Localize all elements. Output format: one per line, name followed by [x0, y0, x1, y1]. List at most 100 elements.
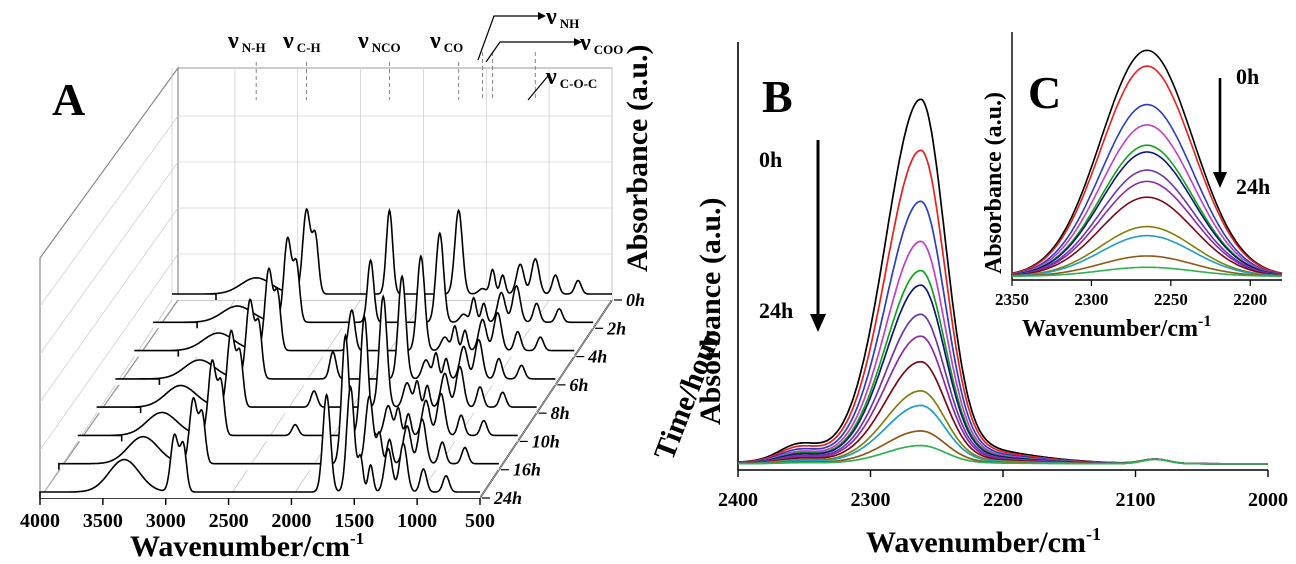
- panel-a-time-label: 2h: [606, 318, 626, 338]
- panel-a-annotation-symbol: ν: [282, 28, 294, 54]
- panel-b-ticks: 2400 2300 2200 2100 2000: [718, 470, 1288, 511]
- panel-b-xtick-label: 2100: [1116, 489, 1156, 511]
- panel-a-left-gridline: [39, 207, 179, 403]
- panel-c-series-line: [1011, 151, 1283, 276]
- panel-a-nh-arrow: [477, 15, 538, 61]
- panel-a-left-gridline: [39, 253, 179, 451]
- panel-b-arrow-end-label: 24h: [759, 298, 793, 323]
- panel-a-time-label: 24h: [493, 488, 522, 508]
- panel-b-series-line: [738, 335, 1268, 465]
- panel-a-xtick-label: 1500: [334, 510, 374, 532]
- panel-a-xtick-label: 3500: [83, 510, 123, 532]
- panel-a-back-wall: [177, 67, 613, 301]
- panel-a-annotation-sub: C-H: [297, 40, 321, 55]
- panel-a-annotation: ν COO: [579, 30, 623, 57]
- panel-c-xtick-label: 2200: [1233, 290, 1267, 309]
- panel-a-ticks: 4000 3500 3000 2500 2000 1500 1000 500: [20, 498, 495, 532]
- panel-a-trace: [96, 294, 537, 414]
- panel-a-annotation: ν NH: [545, 4, 579, 31]
- panel-b-xtick-label: 2300: [851, 489, 891, 511]
- panel-c-series-line: [1011, 124, 1283, 276]
- panel-a-xtick-label: 2500: [209, 510, 249, 532]
- panel-c-series-line: [1011, 234, 1283, 277]
- panel-c-series-line: [1011, 65, 1283, 275]
- panel-a-trace: [77, 314, 518, 442]
- panel-c-letter: C: [1028, 67, 1061, 118]
- panel-a-xtick-label: 1000: [397, 510, 437, 532]
- panel-c-ticks: 2350 2300 2250 2200: [995, 280, 1267, 309]
- panel-a-xlabel: Wavenumber/cm-1: [130, 529, 364, 563]
- panel-b-series-line: [738, 444, 1268, 465]
- panel-a-annotation-sub: N-H: [242, 40, 266, 55]
- panel-b-traces: [737, 98, 1268, 465]
- panel-c-series-line: [1012, 196, 1282, 276]
- panel-c-background: [970, 20, 1290, 348]
- panel-a-trace: [115, 274, 556, 385]
- panel-a-trace: [172, 207, 612, 300]
- panel-a-xtick-label: 2000: [271, 510, 311, 532]
- panel-a-nh-arrowhead: [538, 12, 546, 20]
- panel-a-trace-mask: [40, 386, 480, 498]
- panel-c-series-line: [1012, 255, 1282, 277]
- panel-a-coo-arrow: [485, 41, 574, 63]
- panel-a-trace: [39, 384, 480, 498]
- panel-c: 2350 2300 2250 2200 C Absorbance (a.u.) Wav…: [970, 20, 1290, 348]
- panel-c-xtick-label: 2250: [1154, 290, 1188, 309]
- panel-b: 2400 2300 2200 2100 2000 B Absorbance (a.u.)…: [694, 42, 1288, 559]
- panel-a-letter: A: [52, 74, 85, 125]
- panel-c-xlabel: Wavenumber/cm-1: [1022, 313, 1211, 342]
- panel-a-annotation-sub: NH: [560, 16, 580, 31]
- panel-c-ylabel: Absorbance (a.u.): [981, 92, 1007, 274]
- panel-c-xtick-label: 2300: [1074, 290, 1108, 309]
- panel-a-time-label: 16h: [513, 460, 541, 480]
- panel-a-trace-mask: [115, 276, 556, 385]
- panel-a-annotation-sub: CO: [444, 40, 464, 55]
- panel-b-time-arrowhead: [810, 314, 826, 332]
- panel-a-xtick-label: 500: [465, 510, 495, 532]
- panel-a-annotation-symbol: ν: [357, 28, 369, 54]
- panel-a-trace: [134, 254, 575, 357]
- panel-a-xtick-label: 4000: [20, 510, 60, 532]
- panel-c-series-line: [1011, 49, 1283, 274]
- panel-b-letter: B: [762, 71, 793, 122]
- panel-a-annotation-sub: C-O-C: [560, 76, 598, 91]
- panel-c-arrow-end-label: 24h: [1236, 174, 1270, 199]
- panel-a-annotation-symbol: ν: [429, 28, 441, 54]
- panel-a-annotation-symbol: ν: [545, 64, 557, 90]
- panel-c-series-line: [1011, 144, 1283, 276]
- panel-a-annotation-symbol: ν: [227, 28, 239, 54]
- panel-a-annotation: ν C-O-C: [545, 64, 597, 91]
- panel-a-traces: [39, 207, 612, 498]
- panel-a-annotation-symbol: ν: [579, 30, 591, 56]
- panel-a-annotation-sub: COO: [594, 42, 624, 57]
- panel-a-time-label: 6h: [569, 375, 588, 395]
- panel-a-annotation: ν N-H: [227, 28, 266, 55]
- panel-a-coo-arrowhead: [574, 38, 582, 46]
- panel-a-trace: [58, 333, 499, 470]
- panel-a-time-label: 10h: [532, 431, 560, 451]
- panel-a-floor-gridline: [479, 299, 613, 499]
- panel-c-series-line: [1011, 169, 1283, 276]
- panel-a-annotation-symbol: ν: [545, 4, 557, 30]
- panel-b-ylabel: Absorbance (a.u.): [694, 197, 727, 425]
- panel-a-coc-arrow: [527, 75, 549, 101]
- panel-a-annotation: ν CO: [429, 28, 463, 55]
- panel-b-xlabel: Wavenumber/cm-1: [866, 524, 1101, 559]
- panel-c-traces: [1011, 49, 1283, 277]
- panel-a-annotation-sub: NCO: [372, 40, 401, 55]
- panel-c-series-line: [1012, 266, 1282, 277]
- panel-b-xtick-label: 2200: [983, 489, 1023, 511]
- panel-c-series-line: [1011, 103, 1283, 275]
- panel-a-grid: [39, 68, 613, 499]
- panel-c-arrow-start-label: 0h: [1236, 64, 1259, 89]
- panel-a-xtick-label: 3000: [146, 510, 186, 532]
- panel-b-arrow-start-label: 0h: [759, 147, 782, 172]
- panel-b-xtick-label: 2000: [1248, 489, 1288, 511]
- panel-a-time-label: 8h: [551, 403, 570, 423]
- panel-a-left-gridline: [39, 115, 179, 307]
- panel-a-time-label: 4h: [587, 347, 607, 367]
- panel-a-annotation: ν C-H: [282, 28, 321, 55]
- panel-a-ylabel: Absorbance (a.u.): [621, 44, 654, 272]
